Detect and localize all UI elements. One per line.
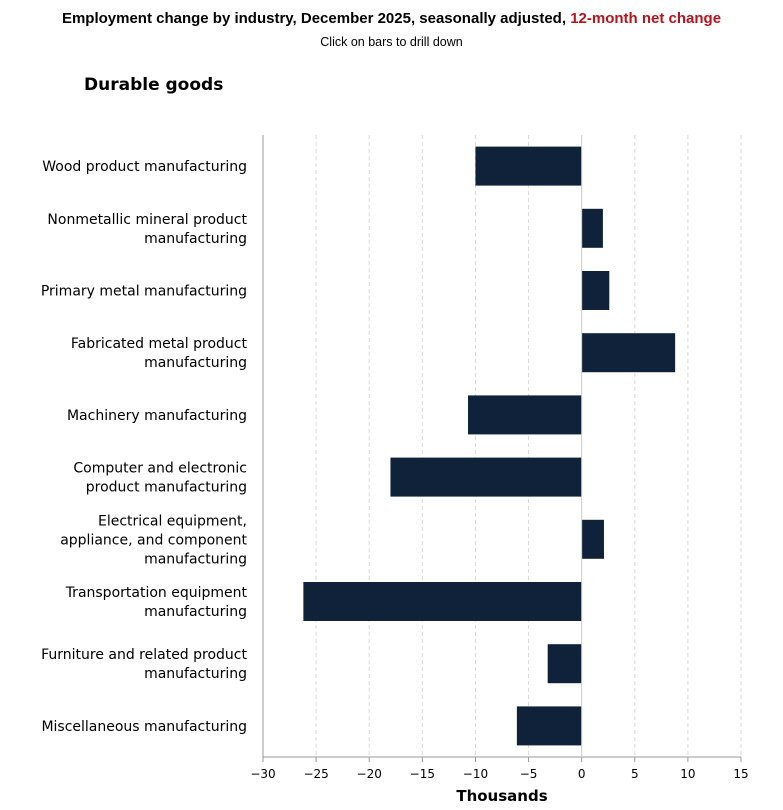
category-label-line: Computer and electronic	[73, 461, 247, 477]
bar	[581, 208, 603, 248]
x-tick-label: 15	[733, 767, 748, 781]
bar	[581, 271, 610, 310]
chart-title: Employment change by industry, December …	[0, 10, 783, 27]
category-label: Miscellaneous manufacturing	[41, 719, 247, 735]
x-tick-label: 10	[680, 767, 695, 781]
category-label-line: Furniture and related product	[41, 647, 247, 663]
x-tick-label: 5	[631, 767, 639, 781]
category-label-line: Fabricated metal product	[71, 336, 248, 352]
x-axis-label: Thousands	[456, 787, 547, 805]
category-label: Wood product manufacturing	[42, 159, 247, 175]
bar	[390, 457, 582, 497]
category-label-line: product manufacturing	[86, 480, 247, 496]
chart-title-main: Employment change by industry, December …	[61, 10, 567, 27]
axes	[262, 135, 742, 762]
category-label: Electrical equipment, appliance, and comp…	[60, 513, 247, 567]
category-label-line: manufacturing	[144, 604, 247, 620]
category-label: Computer and electronic product manufactu…	[73, 461, 247, 496]
chart-subtitle: Click on bars to drill down	[320, 35, 463, 49]
category-label: Transportation equipment manufacturing	[65, 585, 248, 620]
bar	[581, 519, 604, 559]
x-tick-label: −25	[303, 767, 328, 781]
category-label-line: Electrical equipment,	[98, 513, 247, 529]
bar	[303, 582, 582, 621]
category-label: Fabricated metal product manufacturing	[71, 336, 248, 371]
category-label-line: Machinery manufacturing	[67, 408, 247, 424]
bars	[303, 146, 676, 746]
bar	[516, 706, 582, 746]
x-tick-label: −10	[463, 767, 488, 781]
category-label-line: Primary metal manufacturing	[41, 284, 247, 300]
category-label: Primary metal manufacturing	[41, 284, 247, 300]
bar	[547, 644, 582, 684]
bar	[468, 395, 582, 435]
category-label: Nonmetallic mineral product manufacturing	[47, 212, 247, 247]
category-label-line: Nonmetallic mineral product	[47, 212, 247, 228]
x-tick-label: −15	[410, 767, 435, 781]
x-tick-label: −5	[520, 767, 538, 781]
category-label: Machinery manufacturing	[67, 408, 247, 424]
category-label-line: Wood product manufacturing	[42, 159, 247, 175]
chart-title-highlight: 12-month net change	[570, 10, 722, 27]
bar	[581, 333, 676, 373]
category-label-line: manufacturing	[144, 231, 247, 247]
x-tick-label: −20	[357, 767, 382, 781]
category-label-line: Miscellaneous manufacturing	[41, 719, 247, 735]
section-title: Durable goods	[84, 75, 224, 95]
tick-labels: −30 −25 −20 −15 −10 −5 0 5 10 15	[250, 767, 748, 781]
category-label-line: Transportation equipment	[65, 585, 248, 601]
grid-lines	[315, 135, 742, 757]
category-label: Furniture and related product manufacturi…	[41, 647, 247, 682]
bar	[475, 146, 582, 186]
category-labels: Wood product manufacturing Nonmetallic mi…	[41, 159, 248, 735]
x-tick-label: −30	[250, 767, 275, 781]
x-tick-label: 0	[578, 767, 586, 781]
category-label-line: manufacturing	[144, 666, 247, 682]
category-label-line: manufacturing	[144, 355, 247, 371]
category-label-line: appliance, and component	[60, 532, 247, 548]
category-label-line: manufacturing	[144, 551, 247, 567]
